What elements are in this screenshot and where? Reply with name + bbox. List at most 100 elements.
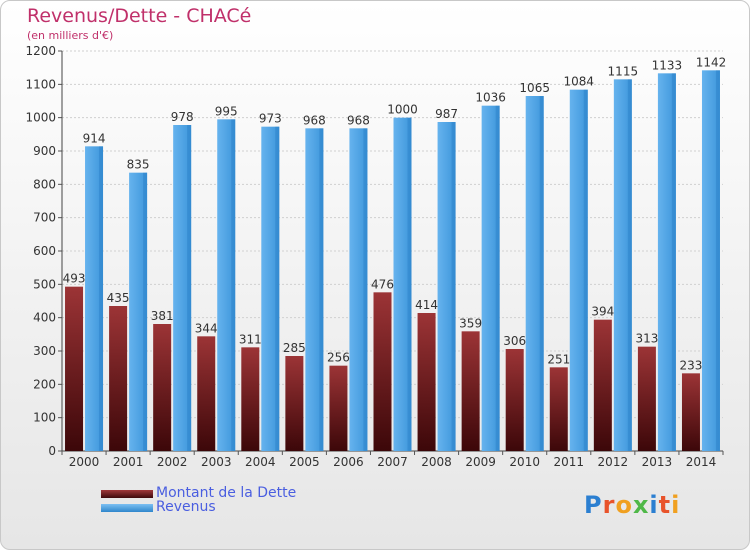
y-tick-label: 900: [33, 144, 56, 158]
bar-shade-revenue: [319, 128, 324, 451]
data-label-revenue: 995: [215, 104, 238, 118]
y-tick-label: 1100: [25, 77, 56, 91]
bar-debt: [285, 356, 304, 451]
data-label-debt: 394: [591, 305, 614, 319]
legend-swatch-revenue: [101, 504, 153, 512]
data-label-debt: 313: [635, 332, 658, 346]
bar-shade-revenue: [451, 122, 456, 451]
bar-revenue: [481, 105, 500, 452]
data-label-debt: 344: [195, 321, 218, 335]
y-tick-label: 0: [48, 444, 56, 458]
data-label-debt: 285: [283, 341, 306, 355]
bar-shade-revenue: [539, 96, 544, 451]
x-tick-label: 2002: [157, 455, 188, 469]
y-tick-label: 800: [33, 177, 56, 191]
legend-swatch-debt: [101, 490, 153, 498]
x-tick-label: 2007: [377, 455, 408, 469]
data-label-debt: 493: [63, 272, 86, 286]
logo-letter: i: [671, 491, 681, 519]
data-label-debt: 311: [239, 332, 262, 346]
y-tick-label: 700: [33, 211, 56, 225]
bar-debt: [637, 346, 656, 451]
bar-debt: [373, 292, 392, 451]
bar-revenue: [217, 119, 236, 451]
y-tick-label: 400: [33, 311, 56, 325]
chart-title: Revenus/Dette - CHACé: [27, 5, 252, 27]
bar-revenue: [393, 117, 412, 452]
data-label-debt: 256: [327, 351, 350, 365]
bar-debt: [461, 331, 480, 451]
data-label-revenue: 987: [435, 107, 458, 121]
bar-revenue: [657, 73, 676, 451]
data-label-debt: 251: [547, 352, 570, 366]
data-label-debt: 381: [151, 309, 174, 323]
logo-letter: o: [615, 491, 633, 519]
bar-shade-revenue: [407, 117, 412, 452]
bar-shade-revenue: [583, 89, 588, 452]
y-tick-label: 500: [33, 277, 56, 291]
x-tick-label: 2001: [113, 455, 144, 469]
y-tick-label: 100: [33, 411, 56, 425]
bar-shade-revenue: [143, 172, 148, 451]
bar-revenue: [173, 125, 192, 451]
data-label-revenue: 973: [259, 112, 282, 126]
bar-revenue: [701, 70, 720, 451]
data-label-debt: 359: [459, 316, 482, 330]
x-tick-label: 2009: [465, 455, 496, 469]
bar-shade-revenue: [363, 128, 368, 451]
x-tick-label: 2012: [598, 455, 629, 469]
data-label-revenue: 1065: [519, 81, 550, 95]
bar-revenue: [129, 172, 148, 451]
data-label-revenue: 1133: [652, 58, 683, 72]
data-label-revenue: 835: [127, 158, 150, 172]
bar-shade-revenue: [715, 70, 720, 451]
logo-letter: t: [658, 491, 672, 519]
bar-revenue: [305, 128, 324, 451]
bar-debt: [593, 319, 612, 451]
bar-shade-revenue: [187, 125, 192, 451]
bar-shade-revenue: [627, 79, 632, 451]
data-label-debt: 306: [503, 334, 526, 348]
data-label-revenue: 978: [171, 110, 194, 124]
bar-revenue: [349, 128, 368, 451]
bar-debt: [241, 347, 260, 451]
x-tick-label: 2003: [201, 455, 232, 469]
bar-debt: [417, 313, 436, 451]
x-tick-label: 2004: [245, 455, 276, 469]
legend-label-debt: Montant de la Dette: [156, 485, 297, 501]
bar-shade-revenue: [671, 73, 676, 451]
data-label-debt: 233: [680, 358, 703, 372]
y-tick-label: 300: [33, 344, 56, 358]
data-label-revenue: 968: [347, 113, 370, 127]
proxiti-logo: Proxiti: [584, 491, 680, 519]
bar-debt: [681, 373, 700, 451]
data-label-revenue: 1084: [563, 75, 594, 89]
x-tick-label: 2013: [642, 455, 673, 469]
y-tick-label: 600: [33, 244, 56, 258]
bar-revenue: [85, 146, 104, 452]
bar-shade-revenue: [231, 119, 236, 451]
bar-revenue: [261, 126, 280, 452]
x-tick-label: 2005: [289, 455, 320, 469]
bar-debt: [109, 306, 128, 451]
bar-debt: [65, 286, 84, 451]
data-label-debt: 476: [371, 277, 394, 291]
data-label-revenue: 1000: [387, 103, 418, 117]
x-tick-label: 2006: [333, 455, 364, 469]
logo-letter: i: [649, 491, 659, 519]
y-tick-label: 1000: [25, 111, 56, 125]
logo-letter: r: [602, 491, 616, 519]
bar-revenue: [525, 96, 544, 451]
bar-debt: [153, 324, 172, 451]
bar-shade-revenue: [275, 126, 280, 452]
y-tick-label: 1200: [25, 44, 56, 58]
data-label-revenue: 1036: [475, 91, 506, 105]
chart-subtitle: (en milliers d'€): [27, 29, 114, 42]
data-label-debt: 414: [415, 298, 438, 312]
bar-debt: [505, 349, 524, 451]
logo-letter: x: [632, 491, 650, 519]
bar-revenue: [569, 89, 588, 452]
x-tick-label: 2000: [69, 455, 100, 469]
